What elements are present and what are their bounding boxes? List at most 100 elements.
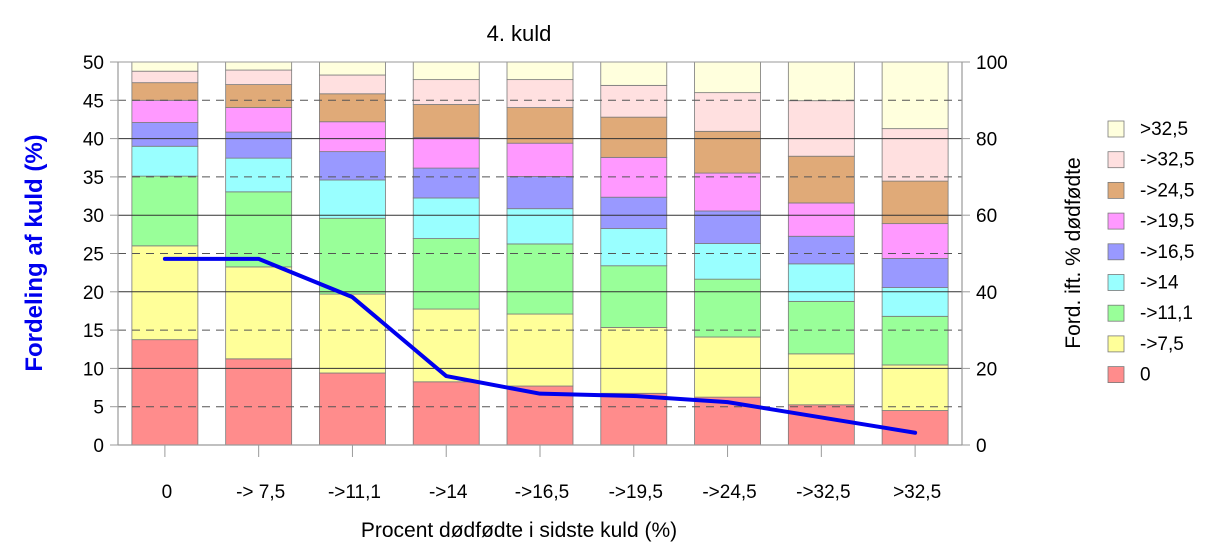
bar-segment xyxy=(787,404,855,446)
bar-segment xyxy=(131,82,199,101)
bar-segment xyxy=(787,300,855,355)
y-tick-label-right: 100 xyxy=(976,53,1008,74)
bar-segment xyxy=(600,392,668,446)
bar-segment xyxy=(131,175,199,247)
bars-layer xyxy=(131,61,949,446)
bar-segment xyxy=(600,116,668,158)
bar-segment xyxy=(319,61,386,76)
bar-segment xyxy=(506,107,574,144)
bar-segment xyxy=(225,266,293,360)
bar-segment xyxy=(225,157,293,193)
x-tick-label: >32,5 xyxy=(893,482,941,503)
bar-segment xyxy=(319,151,386,181)
bar-segment xyxy=(225,191,293,268)
bar-segment xyxy=(412,238,480,310)
y-tick-label-left: 20 xyxy=(83,283,104,304)
x-axis-label: Procent dødfødte i sidste kuld (%) xyxy=(361,519,677,542)
bar-segment xyxy=(600,84,668,118)
bar-segment xyxy=(131,70,199,84)
bar-segment xyxy=(412,104,480,138)
bar-segment xyxy=(600,265,668,328)
legend-label: ->19,5 xyxy=(1140,211,1194,232)
bar-segment xyxy=(412,61,480,81)
x-tick-label: ->14 xyxy=(429,482,468,503)
bar-segment xyxy=(881,315,949,366)
bar-segment xyxy=(319,74,386,95)
bar-segment xyxy=(131,122,199,147)
legend-swatch xyxy=(1107,335,1125,353)
y-tick-label-left: 30 xyxy=(83,206,104,227)
bar-segment xyxy=(600,196,668,230)
y-tick-label-left: 5 xyxy=(93,398,104,419)
bar-segment xyxy=(225,107,293,133)
bar-segment xyxy=(131,99,199,123)
bar-segment xyxy=(694,61,761,94)
bar-segment xyxy=(787,202,855,237)
legend-label: ->14 xyxy=(1140,273,1179,294)
labels-layer: 4. kuld Procent dødfødte i sidste kuld (… xyxy=(21,21,1085,542)
bar-segment xyxy=(787,235,855,265)
legend-label: ->24,5 xyxy=(1140,180,1194,201)
bar-segment xyxy=(694,130,761,174)
legend-label: ->7,5 xyxy=(1140,334,1184,355)
bar-segment xyxy=(694,243,761,280)
bar-segment xyxy=(506,142,574,177)
bar-segment xyxy=(506,243,574,315)
bar-segment xyxy=(412,137,480,169)
bar-segment xyxy=(412,381,480,446)
legend-swatch xyxy=(1107,243,1125,261)
y-tick-label-right: 80 xyxy=(976,130,997,151)
bar-segment xyxy=(506,313,574,387)
x-tick-label: ->24,5 xyxy=(702,482,756,503)
x-tick-label: ->32,5 xyxy=(796,482,850,503)
y-tick-label-left: 50 xyxy=(83,53,104,74)
legend-label: ->16,5 xyxy=(1140,242,1194,263)
x-tick-label: 0 xyxy=(162,482,173,503)
line-layer xyxy=(162,256,918,435)
x-tick-label: ->16,5 xyxy=(515,482,569,503)
bar-segment xyxy=(319,372,386,446)
legend-swatch xyxy=(1107,304,1125,322)
legend-label: 0 xyxy=(1140,365,1151,386)
y-tick-label-right: 60 xyxy=(976,206,997,227)
bar-segment xyxy=(881,258,949,288)
y-tick-label-left: 35 xyxy=(83,168,104,189)
legend-swatch xyxy=(1107,120,1125,138)
bar-segment xyxy=(694,92,761,132)
y-tick-label-left: 15 xyxy=(83,321,104,342)
bar-segment xyxy=(787,353,855,406)
bar-segment xyxy=(506,176,574,210)
x-tick-label: ->11,1 xyxy=(328,482,381,503)
bar-segment xyxy=(787,155,855,204)
bar-segment xyxy=(506,61,574,81)
bar-segment xyxy=(319,217,386,295)
bar-segment xyxy=(694,210,761,244)
bar-segment xyxy=(131,145,199,177)
bar-segment xyxy=(412,308,480,383)
bar-segment xyxy=(506,79,574,108)
bar-segment xyxy=(319,179,386,219)
x-tick-label: -> 7,5 xyxy=(236,482,285,503)
y-tick-label-right: 0 xyxy=(976,436,987,457)
bar-segment xyxy=(225,69,293,85)
legend-swatch xyxy=(1107,181,1125,199)
y-tick-label-left: 40 xyxy=(83,130,104,151)
y-axis-label-left: Fordeling af kuld (%) xyxy=(21,134,48,371)
bar-segment xyxy=(319,293,386,374)
y-axis-label-right: Ford. ift. % dødfødte xyxy=(1062,157,1085,348)
bar-segment xyxy=(600,61,668,86)
y-tick-label-right: 20 xyxy=(976,359,997,380)
bar-segment xyxy=(225,84,293,108)
bar-segment xyxy=(412,167,480,199)
bar-segment xyxy=(881,61,949,130)
bar-segment xyxy=(881,180,949,225)
y-tick-label-right: 40 xyxy=(976,283,997,304)
bar-segment xyxy=(600,228,668,267)
y-tick-label-left: 25 xyxy=(83,245,104,266)
legend-label: ->11,1 xyxy=(1140,303,1193,324)
bar-segment xyxy=(694,336,761,398)
bar-segment xyxy=(694,172,761,212)
chart-title: 4. kuld xyxy=(487,21,552,46)
bar-segment xyxy=(787,263,855,302)
